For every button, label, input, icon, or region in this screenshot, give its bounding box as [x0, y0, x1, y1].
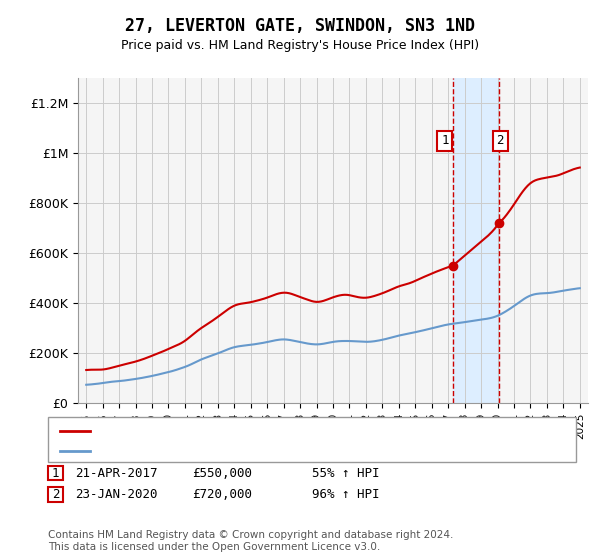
Text: HPI: Average price, detached house, Swindon: HPI: Average price, detached house, Swin… — [102, 444, 370, 458]
Text: 2: 2 — [497, 134, 504, 147]
Text: 21-APR-2017: 21-APR-2017 — [75, 466, 157, 480]
Text: 27, LEVERTON GATE, SWINDON, SN3 1ND (detached house): 27, LEVERTON GATE, SWINDON, SN3 1ND (det… — [102, 424, 454, 438]
Text: 96% ↑ HPI: 96% ↑ HPI — [312, 488, 380, 501]
Text: Price paid vs. HM Land Registry's House Price Index (HPI): Price paid vs. HM Land Registry's House … — [121, 39, 479, 52]
Text: 27, LEVERTON GATE, SWINDON, SN3 1ND: 27, LEVERTON GATE, SWINDON, SN3 1ND — [125, 17, 475, 35]
Text: Contains HM Land Registry data © Crown copyright and database right 2024.
This d: Contains HM Land Registry data © Crown c… — [48, 530, 454, 552]
Text: 1: 1 — [441, 134, 449, 147]
Text: 2: 2 — [52, 488, 59, 501]
Text: 23-JAN-2020: 23-JAN-2020 — [75, 488, 157, 501]
Text: 55% ↑ HPI: 55% ↑ HPI — [312, 466, 380, 480]
Text: 1: 1 — [52, 466, 59, 480]
Text: £720,000: £720,000 — [192, 488, 252, 501]
Text: £550,000: £550,000 — [192, 466, 252, 480]
Bar — [453, 78, 499, 403]
